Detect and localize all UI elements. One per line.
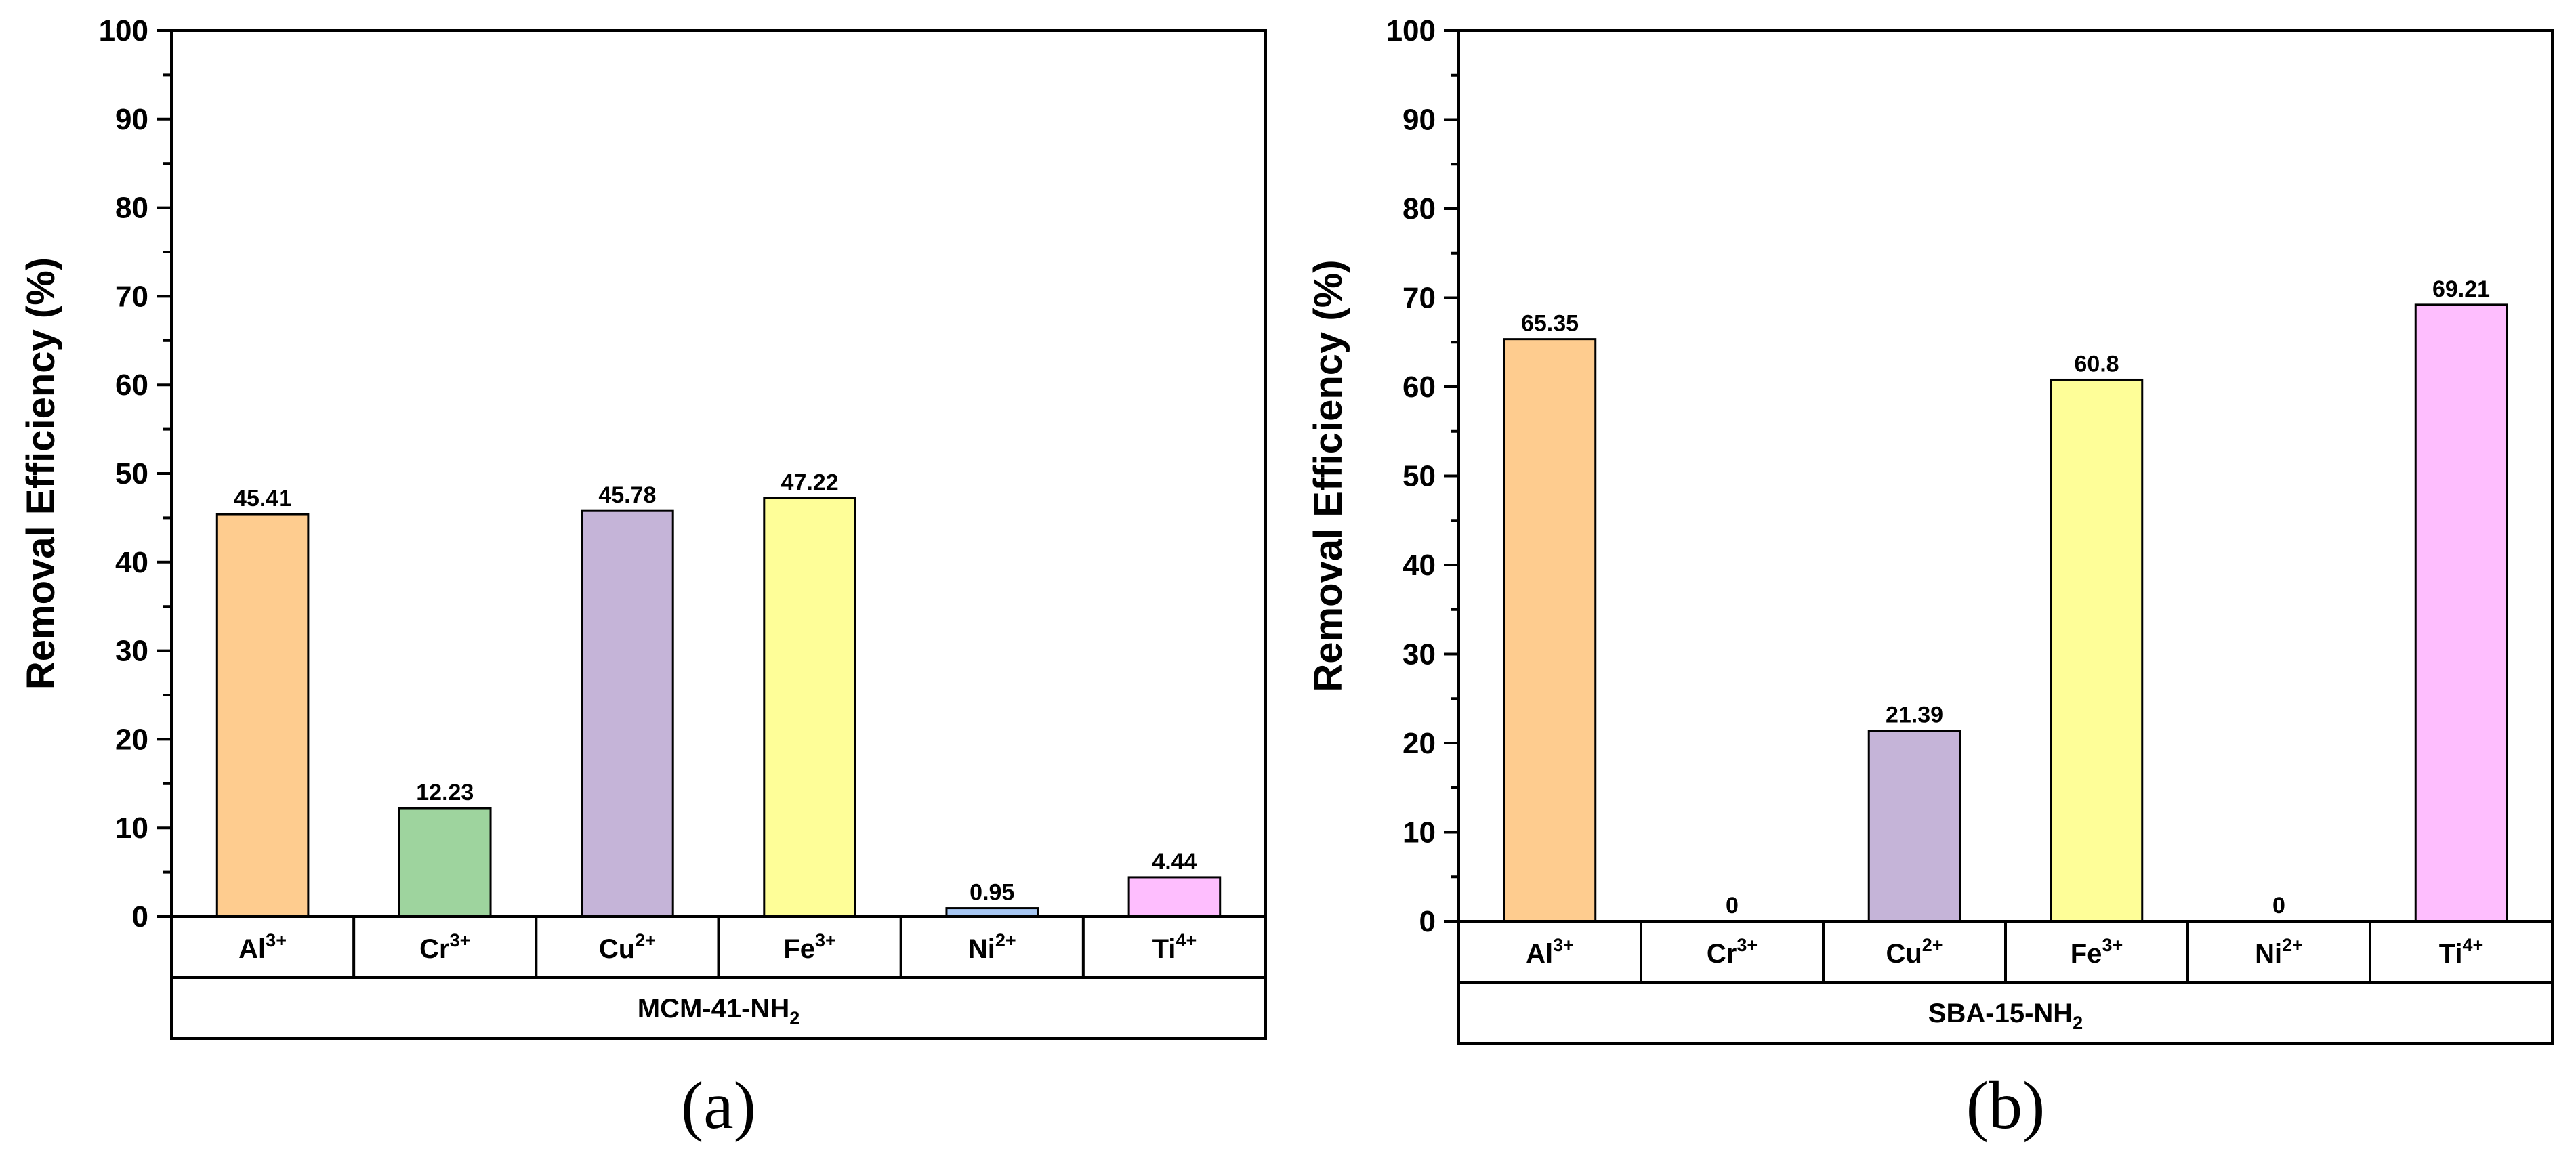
category-label: Ti4+ xyxy=(1152,930,1197,964)
category-label: Cr3+ xyxy=(419,930,470,964)
y-tick-label: 60 xyxy=(1403,371,1436,404)
group-label: SBA-15-NH2 xyxy=(1928,999,2083,1033)
y-tick-label: 10 xyxy=(1403,816,1436,849)
chart-panel-a: 0 10 20 30 40 50 60 70 80 90 100 Removal Efficiency… xyxy=(19,14,1267,1143)
bar-cr xyxy=(398,807,492,918)
bar-value-label: 0 xyxy=(1726,893,1739,919)
bar-value-label: 45.41 xyxy=(234,486,291,511)
bar-value-label: 0 xyxy=(2272,893,2285,919)
y-tick-label: 40 xyxy=(1403,549,1436,582)
bar-value-label: 4.44 xyxy=(1152,849,1197,875)
plot-frame xyxy=(170,29,1267,918)
bar-value-label: 12.23 xyxy=(416,780,474,805)
group-label: MCM-41-NH2 xyxy=(638,994,799,1028)
y-tick-label: 0 xyxy=(1419,905,1436,938)
plot-frame xyxy=(1457,29,2554,923)
chart-panel-b: 0 10 20 30 40 50 60 70 80 90 100 Removal Efficiency… xyxy=(1306,14,2554,1143)
category-label: Fe3+ xyxy=(2071,935,2123,969)
panel-label: (a) xyxy=(681,1068,756,1143)
bar-ti xyxy=(1127,876,1222,918)
y-tick-label: 0 xyxy=(132,900,148,933)
y-axis-title: Removal Efficiency (%) xyxy=(1306,259,1350,692)
y-tick-label: 80 xyxy=(115,192,148,225)
y-tick-label: 50 xyxy=(115,457,148,490)
bar-value-label: 47.22 xyxy=(781,469,839,495)
bar-fe xyxy=(2050,378,2144,923)
bar-value-label: 45.78 xyxy=(598,482,656,508)
bar-value-label: 69.21 xyxy=(2432,276,2490,302)
category-label: Fe3+ xyxy=(783,930,835,964)
bar-al xyxy=(1503,338,1597,923)
bar-fe xyxy=(763,497,856,918)
bar-ti xyxy=(2414,303,2508,923)
bar-value-label: 21.39 xyxy=(1886,702,1943,728)
panel-label: (b) xyxy=(1966,1068,2045,1143)
y-tick-label: 80 xyxy=(1403,192,1436,226)
category-label: Cr3+ xyxy=(1707,935,1758,969)
bar-value-label: 65.35 xyxy=(1521,311,1579,337)
category-label: Cu2+ xyxy=(599,930,656,964)
y-tick-label: 100 xyxy=(99,14,148,47)
group-row xyxy=(1457,981,2554,1045)
bar-cu xyxy=(581,509,674,918)
y-tick-label: 60 xyxy=(115,369,148,402)
bar-al xyxy=(215,513,310,918)
bar-cu xyxy=(1867,730,1961,923)
y-tick-label: 30 xyxy=(1403,638,1436,671)
category-label: Al3+ xyxy=(1526,935,1574,969)
y-tick-label: 10 xyxy=(115,812,148,845)
y-tick-label: 70 xyxy=(1403,282,1436,315)
category-label: Ni2+ xyxy=(2255,935,2303,969)
y-tick-label: 30 xyxy=(115,635,148,668)
y-tick-label: 20 xyxy=(115,723,148,756)
group-row xyxy=(170,976,1267,1040)
category-label: Ni2+ xyxy=(968,930,1016,964)
y-tick-label: 100 xyxy=(1386,14,1436,47)
y-tick-label: 40 xyxy=(115,546,148,579)
category-label: Cu2+ xyxy=(1886,935,1943,969)
y-axis-title: Removal Efficiency (%) xyxy=(19,257,63,690)
y-tick-label: 70 xyxy=(115,280,148,313)
bar-value-label: 60.8 xyxy=(2074,351,2119,377)
category-label: Ti4+ xyxy=(2439,935,2484,969)
y-tick-label: 90 xyxy=(115,103,148,136)
bar-value-label: 0.95 xyxy=(970,880,1014,906)
y-tick-label: 50 xyxy=(1403,460,1436,493)
category-label: Al3+ xyxy=(238,930,287,964)
y-tick-label: 90 xyxy=(1403,104,1436,137)
y-tick-label: 20 xyxy=(1403,727,1436,760)
